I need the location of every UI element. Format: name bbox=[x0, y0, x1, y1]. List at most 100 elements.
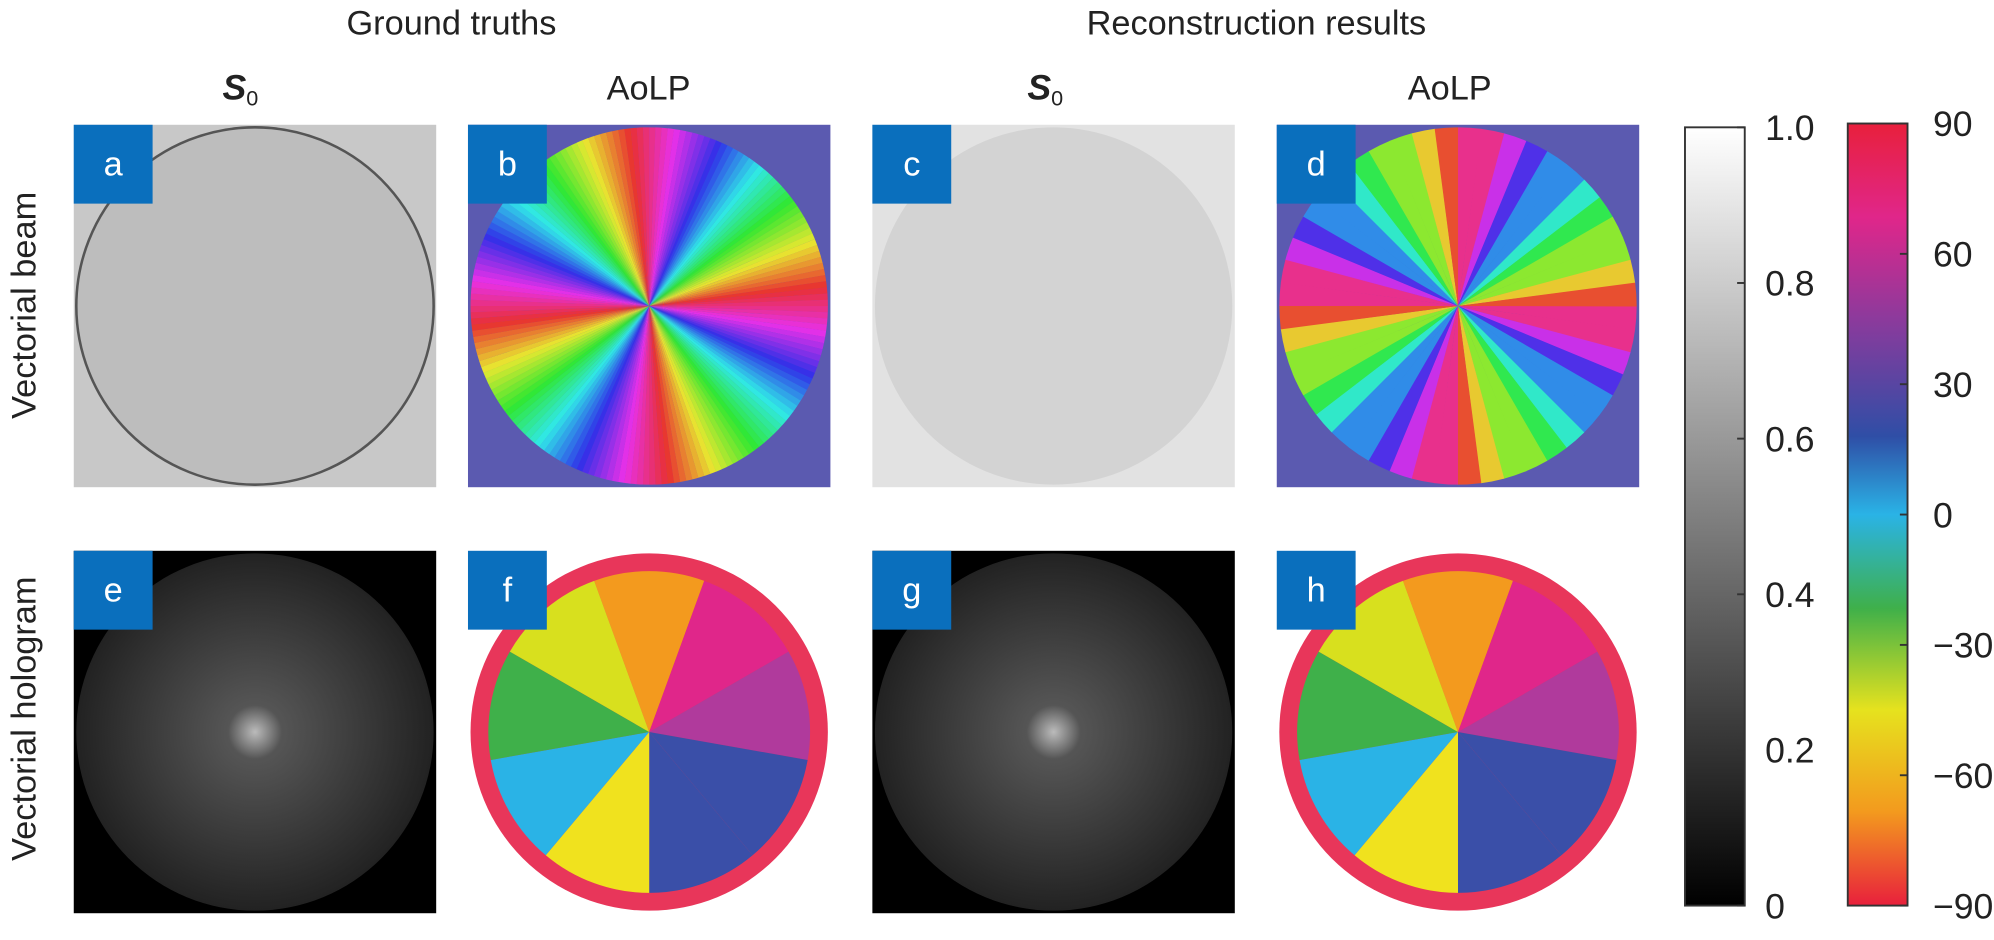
wedge bbox=[649, 281, 827, 306]
wedge bbox=[512, 186, 650, 306]
wedge bbox=[1285, 305, 1458, 375]
tick-label: 60 bbox=[1933, 235, 1973, 275]
wedge bbox=[504, 305, 650, 416]
wedge bbox=[649, 250, 821, 306]
wedge bbox=[649, 134, 705, 306]
wedge bbox=[649, 305, 760, 451]
column-header: S0 bbox=[1027, 67, 1063, 110]
wedge bbox=[481, 238, 650, 306]
left-title: Ground truths bbox=[346, 4, 556, 42]
wedge bbox=[1457, 305, 1567, 461]
wedge bbox=[1331, 305, 1458, 448]
wedge bbox=[494, 305, 650, 401]
sector bbox=[649, 732, 753, 893]
wedge bbox=[649, 305, 728, 470]
row-label: Vectorial hologram bbox=[6, 576, 44, 860]
wedge bbox=[549, 305, 650, 458]
wedge bbox=[649, 157, 755, 306]
wedge bbox=[470, 305, 650, 319]
colorbar bbox=[1846, 122, 1909, 907]
subscript: 0 bbox=[1051, 86, 1063, 111]
sector bbox=[1297, 651, 1458, 760]
panel-label-box bbox=[73, 124, 153, 204]
wedge bbox=[649, 256, 823, 306]
wedge bbox=[1457, 305, 1585, 449]
image-panel: d bbox=[1276, 124, 1640, 488]
wedge bbox=[520, 305, 650, 435]
sector bbox=[1354, 732, 1458, 893]
tick-label: −30 bbox=[1933, 626, 1993, 666]
panel-label-box bbox=[872, 550, 952, 630]
tick-label: 0.6 bbox=[1765, 419, 1814, 459]
wedge bbox=[1457, 305, 1613, 416]
wedge bbox=[491, 305, 650, 396]
wedge bbox=[1280, 305, 1458, 353]
wedge bbox=[1368, 305, 1458, 472]
wedge bbox=[649, 195, 794, 306]
wedge bbox=[1457, 259, 1636, 306]
wedge bbox=[479, 305, 650, 368]
sector bbox=[649, 732, 808, 856]
tick-label: 30 bbox=[1933, 365, 1973, 405]
wedge bbox=[516, 305, 650, 431]
wedge bbox=[649, 305, 824, 350]
wedge bbox=[588, 136, 650, 306]
wedge bbox=[649, 244, 820, 306]
sector bbox=[1457, 732, 1617, 856]
panel-label: f bbox=[503, 572, 513, 610]
wedge bbox=[470, 305, 650, 313]
wedge bbox=[1457, 128, 1505, 306]
wedge bbox=[483, 305, 650, 379]
image-panel: g bbox=[872, 550, 1235, 914]
wedge bbox=[649, 169, 769, 306]
wedge bbox=[649, 186, 787, 306]
wedge bbox=[649, 140, 722, 306]
panel-label: g bbox=[902, 572, 921, 610]
wedge bbox=[605, 305, 650, 481]
wedge bbox=[649, 165, 765, 306]
wedge bbox=[605, 131, 650, 306]
wedge bbox=[554, 305, 650, 461]
wedge bbox=[649, 305, 769, 443]
wedge bbox=[649, 211, 804, 306]
wedge bbox=[554, 151, 650, 306]
image-panel: a bbox=[73, 124, 437, 488]
subscript: 0 bbox=[246, 86, 258, 111]
wedge bbox=[1434, 127, 1459, 306]
sectors bbox=[1297, 571, 1619, 893]
sector bbox=[1299, 732, 1458, 856]
column-header: AoLP bbox=[1408, 69, 1492, 107]
wedge bbox=[576, 305, 650, 472]
symbol: S bbox=[222, 67, 246, 107]
tick-label: 0 bbox=[1765, 886, 1785, 926]
wedge bbox=[1457, 305, 1505, 484]
panel-label: e bbox=[104, 572, 123, 610]
wedge bbox=[649, 305, 693, 481]
wedge bbox=[649, 191, 791, 306]
wedge bbox=[475, 256, 650, 306]
wedge bbox=[512, 305, 650, 426]
wedge bbox=[477, 305, 650, 362]
wedge bbox=[1411, 305, 1458, 484]
wedge bbox=[649, 305, 765, 447]
wedge bbox=[649, 305, 827, 338]
image-panel: b bbox=[467, 124, 831, 488]
wedge bbox=[504, 195, 650, 306]
wedge bbox=[649, 305, 821, 362]
wedge bbox=[1457, 237, 1631, 306]
wedge bbox=[488, 305, 650, 390]
wedge bbox=[649, 305, 804, 401]
wedge bbox=[649, 233, 815, 306]
wedge bbox=[508, 191, 650, 306]
symbol: S bbox=[1027, 67, 1051, 107]
wedge bbox=[649, 200, 798, 306]
wedge bbox=[534, 165, 650, 306]
wedge bbox=[649, 305, 717, 474]
wedge bbox=[630, 127, 650, 306]
wedge bbox=[649, 305, 782, 431]
wedge bbox=[649, 136, 711, 306]
column-header: AoLP bbox=[607, 69, 691, 107]
wedge bbox=[649, 132, 699, 306]
panel-label-box bbox=[1276, 124, 1356, 204]
